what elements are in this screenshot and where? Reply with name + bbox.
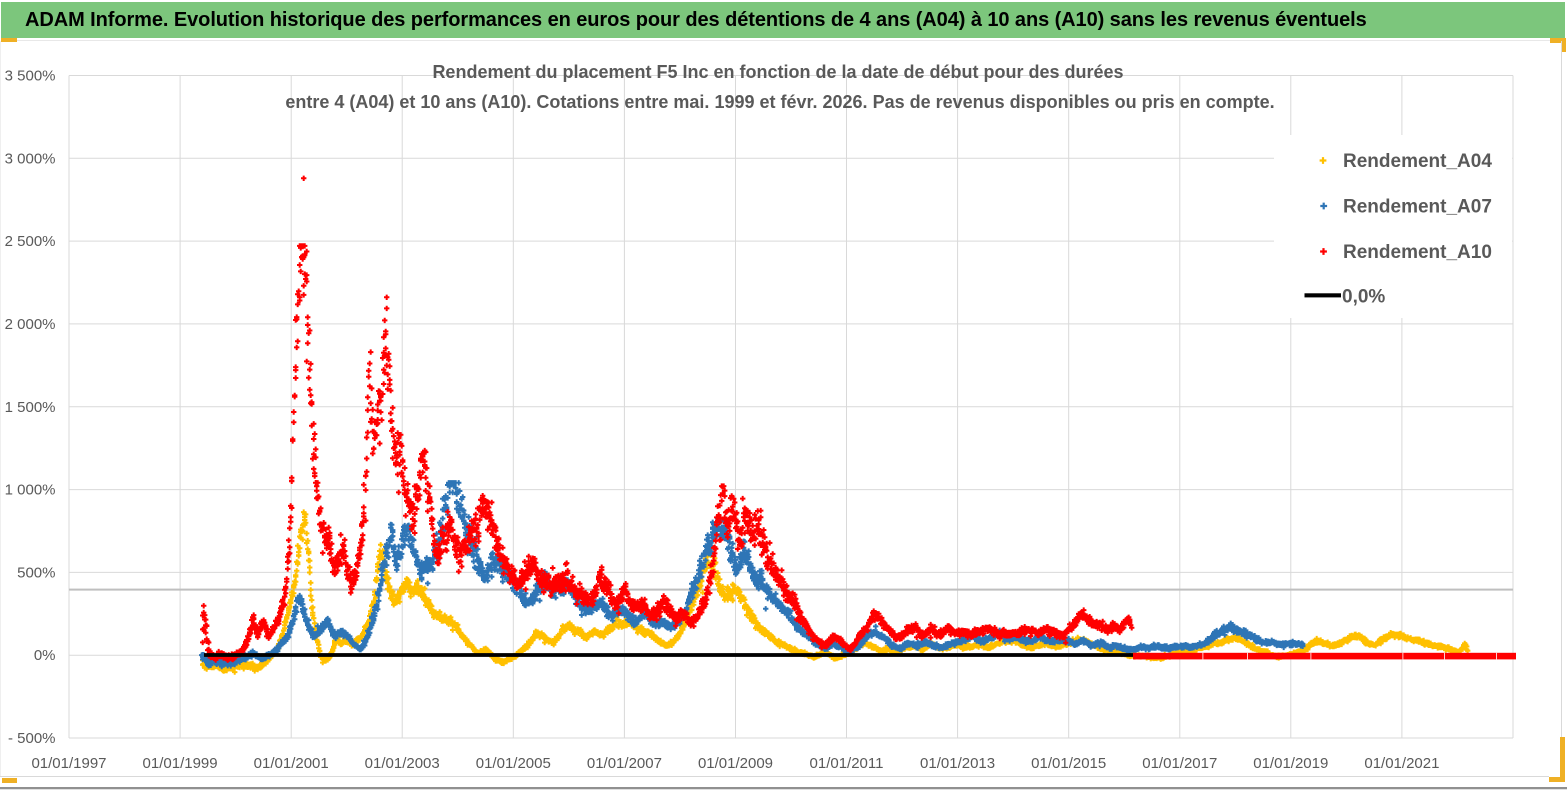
svg-text:01/01/2001: 01/01/2001 <box>254 755 329 772</box>
svg-text:Rendement_A10: Rendement_A10 <box>1343 242 1492 263</box>
svg-text:01/01/2019: 01/01/2019 <box>1253 755 1328 772</box>
svg-text:01/01/2009: 01/01/2009 <box>698 755 773 772</box>
svg-text:- 500%: - 500% <box>8 730 56 747</box>
svg-text:0%: 0% <box>34 647 56 664</box>
svg-text:01/01/2003: 01/01/2003 <box>365 755 440 772</box>
svg-text:1 500%: 1 500% <box>5 399 56 416</box>
svg-text:01/01/2015: 01/01/2015 <box>1031 755 1106 772</box>
svg-text:500%: 500% <box>17 564 55 581</box>
svg-text:01/01/2007: 01/01/2007 <box>587 755 662 772</box>
svg-text:01/01/1997: 01/01/1997 <box>31 755 106 772</box>
svg-text:2 500%: 2 500% <box>5 233 56 250</box>
svg-text:3 500%: 3 500% <box>5 68 56 85</box>
svg-text:01/01/2017: 01/01/2017 <box>1142 755 1217 772</box>
svg-text:entre 4 (A04) et 10 ans (A10).: entre 4 (A04) et 10 ans (A10). Cotations… <box>285 92 1274 112</box>
svg-text:Rendement_A07: Rendement_A07 <box>1343 197 1492 218</box>
svg-text:2 000%: 2 000% <box>5 316 56 333</box>
svg-text:01/01/2005: 01/01/2005 <box>476 755 551 772</box>
svg-text:01/01/2011: 01/01/2011 <box>810 755 884 772</box>
svg-text:Rendement_A04: Rendement_A04 <box>1343 151 1492 172</box>
svg-text:Rendement du placement F5 Inc: Rendement du placement F5 Inc en fonctio… <box>432 62 1123 82</box>
svg-text:0,0%: 0,0% <box>1342 287 1385 308</box>
svg-text:3 000%: 3 000% <box>5 150 56 167</box>
svg-text:01/01/1999: 01/01/1999 <box>143 755 218 772</box>
svg-text:01/01/2021: 01/01/2021 <box>1364 755 1439 772</box>
svg-text:1 000%: 1 000% <box>5 482 56 499</box>
svg-text:01/01/2013: 01/01/2013 <box>920 755 995 772</box>
